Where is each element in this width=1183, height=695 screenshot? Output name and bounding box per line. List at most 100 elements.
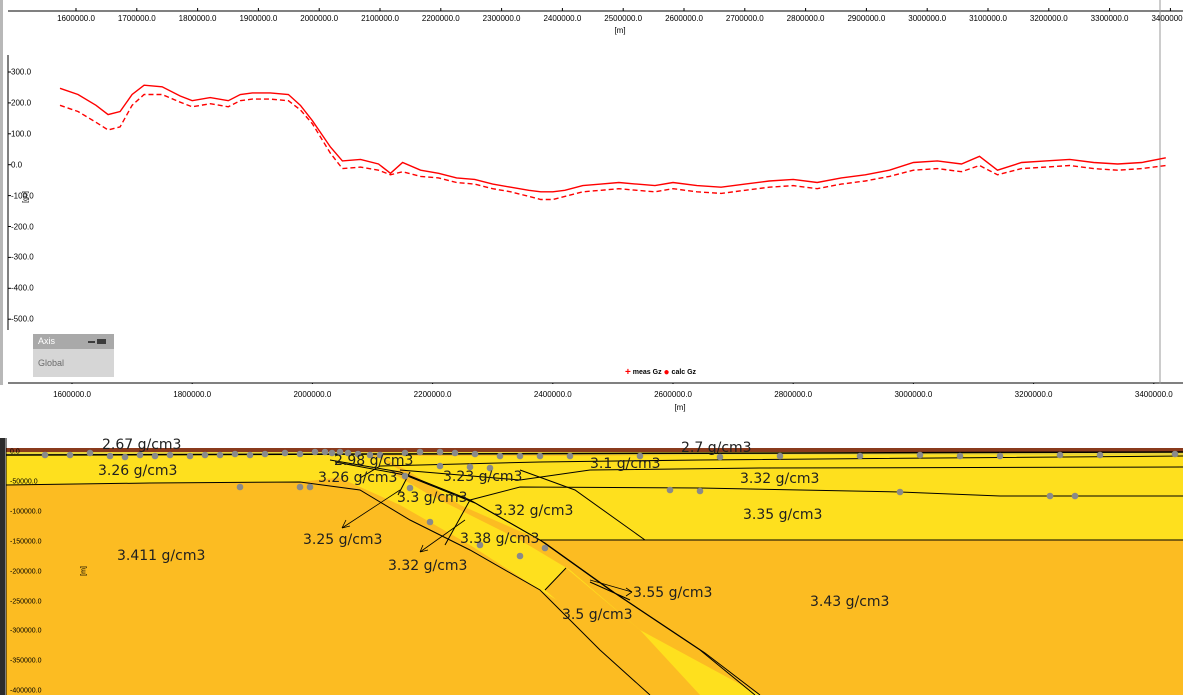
model-vertex[interactable] bbox=[466, 463, 474, 471]
model-vertex[interactable] bbox=[121, 453, 129, 461]
left-upper-block[interactable] bbox=[6, 452, 400, 485]
x-tick-label: 3200000.0 bbox=[1014, 390, 1053, 399]
density-label[interactable]: 3.3 g/cm3 bbox=[397, 490, 468, 506]
x-tick-label: 1600000.0 bbox=[57, 14, 95, 23]
model-vertex[interactable] bbox=[1171, 450, 1179, 458]
model-vertex[interactable] bbox=[246, 451, 254, 459]
model-vertex[interactable] bbox=[436, 448, 444, 456]
model-vertices[interactable] bbox=[41, 448, 1179, 560]
model-vertex[interactable] bbox=[86, 449, 94, 457]
density-label[interactable]: 2.7 g/cm3 bbox=[681, 440, 752, 456]
x-tick-label: 1800000.0 bbox=[178, 14, 217, 23]
model-vertex[interactable] bbox=[856, 452, 864, 460]
model-vertex[interactable] bbox=[516, 552, 524, 560]
model-vertex[interactable] bbox=[486, 464, 494, 472]
density-label[interactable]: 2.67 g/cm3 bbox=[102, 437, 182, 453]
model-vertex[interactable] bbox=[401, 472, 409, 480]
model-vertex[interactable] bbox=[306, 483, 314, 491]
model-vertex[interactable] bbox=[426, 518, 434, 526]
density-label[interactable]: 3.32 g/cm3 bbox=[494, 503, 574, 519]
model-vertex[interactable] bbox=[401, 449, 409, 457]
model-vertex[interactable] bbox=[451, 449, 459, 457]
density-label[interactable]: 3.26 g/cm3 bbox=[98, 463, 178, 479]
model-vertex[interactable] bbox=[336, 448, 344, 456]
density-label[interactable]: 3.25 g/cm3 bbox=[303, 532, 383, 548]
density-label[interactable]: 3.26 g/cm3 bbox=[318, 470, 398, 486]
model-vertex[interactable] bbox=[476, 541, 484, 549]
model-vertex[interactable] bbox=[716, 453, 724, 461]
model-vertex[interactable] bbox=[201, 451, 209, 459]
model-vertex[interactable] bbox=[541, 544, 549, 552]
gravity-profile-panel[interactable]: 1600000.0 1700000.0 1800000.0 1900000.0 2000… bbox=[0, 0, 1183, 385]
model-vertex[interactable] bbox=[236, 483, 244, 491]
density-label[interactable]: 2.98 g/cm3 bbox=[334, 453, 414, 469]
right-upper-block[interactable] bbox=[380, 452, 1183, 540]
model-vertex[interactable] bbox=[166, 451, 174, 459]
density-label[interactable]: 3.32 g/cm3 bbox=[740, 471, 820, 487]
model-vertex[interactable] bbox=[436, 462, 444, 470]
axis-widget-controls-icon[interactable] bbox=[88, 339, 106, 344]
slab-lower-part[interactable] bbox=[545, 568, 700, 695]
model-vertex[interactable] bbox=[328, 449, 336, 457]
model-vertex[interactable] bbox=[1046, 492, 1054, 500]
model-vertex[interactable] bbox=[666, 486, 674, 494]
model-vertex[interactable] bbox=[41, 451, 49, 459]
model-vertex[interactable] bbox=[216, 451, 224, 459]
model-vertex[interactable] bbox=[311, 448, 319, 456]
model-vertex[interactable] bbox=[406, 484, 414, 492]
density-label[interactable]: 3.32 g/cm3 bbox=[388, 558, 468, 574]
density-label[interactable]: 3.5 g/cm3 bbox=[562, 607, 633, 623]
density-label[interactable]: 3.55 g/cm3 bbox=[633, 585, 713, 601]
model-vertex[interactable] bbox=[296, 483, 304, 491]
y-tick-label: -100.0 bbox=[11, 191, 34, 201]
model-vertex[interactable] bbox=[896, 488, 904, 496]
model-vertex[interactable] bbox=[281, 449, 289, 457]
model-vertex[interactable] bbox=[354, 450, 362, 458]
model-vertex[interactable] bbox=[696, 487, 704, 495]
section-y-tick-label: -300000.0 bbox=[10, 627, 42, 635]
model-vertex[interactable] bbox=[636, 452, 644, 460]
model-vertex[interactable] bbox=[496, 452, 504, 460]
x-tick-label: 2800000.0 bbox=[786, 14, 825, 23]
model-vertex[interactable] bbox=[516, 452, 524, 460]
model-vertex[interactable] bbox=[1056, 451, 1064, 459]
model-vertex[interactable] bbox=[136, 451, 144, 459]
density-label[interactable]: 3.38 g/cm3 bbox=[460, 531, 540, 547]
density-label[interactable]: 3.35 g/cm3 bbox=[743, 507, 823, 523]
model-vertex[interactable] bbox=[151, 452, 159, 460]
meas-gz-legend-label: meas Gz bbox=[632, 369, 662, 376]
model-vertex[interactable] bbox=[566, 452, 574, 460]
model-vertex[interactable] bbox=[536, 452, 544, 460]
model-vertex[interactable] bbox=[1096, 451, 1104, 459]
model-vertex[interactable] bbox=[106, 452, 114, 460]
model-vertex[interactable] bbox=[956, 452, 964, 460]
model-vertex[interactable] bbox=[416, 448, 424, 456]
model-vertex[interactable] bbox=[186, 452, 194, 460]
gravity-profile-chart[interactable] bbox=[0, 0, 1183, 384]
model-vertex[interactable] bbox=[776, 452, 784, 460]
model-vertex[interactable] bbox=[916, 451, 924, 459]
model-vertex[interactable] bbox=[296, 450, 304, 458]
x-tick-label: 3000000.0 bbox=[908, 14, 947, 23]
density-label[interactable]: 3.1 g/cm3 bbox=[590, 456, 661, 472]
density-label[interactable]: 3.411 g/cm3 bbox=[117, 548, 206, 564]
density-label[interactable]: 3.43 g/cm3 bbox=[810, 594, 890, 610]
model-vertex[interactable] bbox=[996, 452, 1004, 460]
axis-widget-header[interactable]: Axis bbox=[33, 334, 114, 349]
model-vertex[interactable] bbox=[366, 451, 374, 459]
model-vertex[interactable] bbox=[231, 450, 239, 458]
model-vertex[interactable] bbox=[376, 451, 384, 459]
subducting-slab[interactable] bbox=[330, 460, 760, 695]
x-tick-label: 2600000.0 bbox=[654, 390, 692, 399]
density-label[interactable]: 3.23 g/cm3 bbox=[443, 469, 523, 485]
model-vertex[interactable] bbox=[261, 450, 269, 458]
model-vertex[interactable] bbox=[471, 450, 479, 458]
axis-item-global[interactable]: Global bbox=[38, 358, 65, 368]
model-vertex[interactable] bbox=[1071, 492, 1079, 500]
axis-selector-widget[interactable]: Axis Global bbox=[33, 334, 114, 377]
x-tick-label: 2900000.0 bbox=[847, 14, 886, 23]
model-vertex[interactable] bbox=[321, 448, 329, 456]
model-vertex[interactable] bbox=[344, 449, 352, 457]
model-vertex[interactable] bbox=[66, 451, 74, 459]
